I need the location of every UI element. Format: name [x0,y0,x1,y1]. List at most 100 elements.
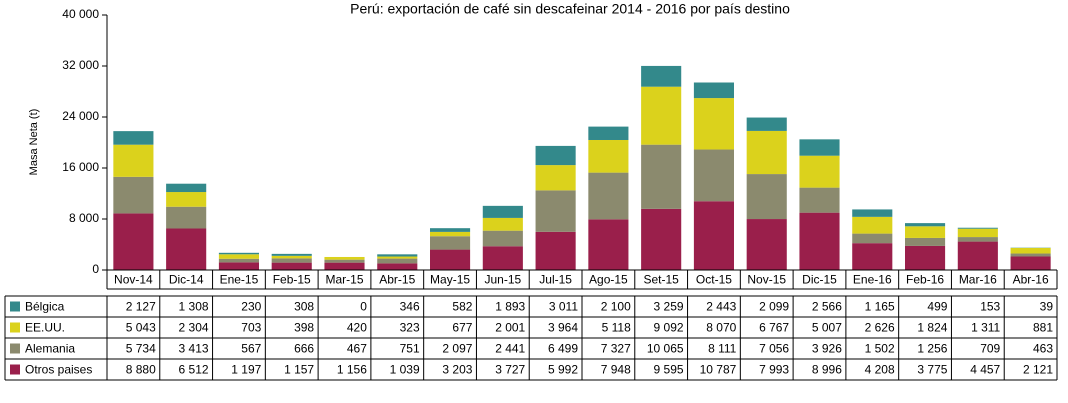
table-value: 230 [241,300,261,314]
x-tick-label: Ene-15 [220,273,259,287]
bar-segment [166,228,207,270]
table-value: 5 118 [602,321,631,335]
table-value: 1 256 [917,342,947,356]
x-tick-label: Ene-16 [853,273,892,287]
table-value: 6 499 [548,342,578,356]
legend-swatch [10,322,20,333]
bar-segment [113,213,154,270]
y-tick-label: 24 000 [62,109,99,123]
x-tick-label: Abr-16 [1013,273,1049,287]
table-value: 751 [400,342,420,356]
x-tick-label: Ago-15 [589,273,628,287]
table-value: 1 502 [865,342,895,356]
table-value: 5 992 [548,363,578,377]
table-value: 677 [452,321,472,335]
y-tick-label: 8 000 [69,211,99,225]
bar-segment [588,172,629,220]
table-value: 3 203 [442,363,472,377]
bar-segment [693,201,734,270]
table-value: 1 893 [495,300,525,314]
x-tick-label: Feb-16 [906,273,944,287]
table-value: 153 [980,300,1000,314]
table-value: 1 039 [390,363,420,377]
bar-segment [482,217,523,231]
table-value: 2 099 [759,300,789,314]
bar-segment [271,262,312,270]
legend-label: Otros paises [25,363,92,377]
table-value: 1 824 [917,321,947,335]
table-value: 881 [1033,321,1053,335]
bar-segment [746,130,787,175]
table-value: 2 001 [495,321,525,335]
table-value: 3 727 [495,363,525,377]
table-value: 703 [241,321,261,335]
bar-segment [113,131,154,145]
bar-segment [641,208,682,270]
table-value: 1 157 [284,363,314,377]
bar-segment [324,259,365,263]
table-value: 2 121 [1023,363,1053,377]
bar-segment [535,145,576,166]
bar-segment [166,206,207,229]
bar-segment [482,246,523,270]
bar-segment [271,255,312,259]
bar-segment [588,219,629,270]
x-tick-label: May-15 [430,273,470,287]
table-value: 2 127 [126,300,156,314]
table-value: 3 011 [549,300,578,314]
x-tick-label: Mar-16 [959,273,997,287]
legend-label: EE.UU. [25,321,65,335]
bar-segment [588,139,629,173]
bar-segment [271,253,312,256]
x-tick-label: Dic-15 [802,273,837,287]
table-value: 2 100 [601,300,631,314]
table-value: 420 [347,321,367,335]
y-tick-label: 0 [92,262,99,276]
bar-segment [852,243,893,270]
bar-segment [641,144,682,209]
bar-segment [166,183,207,193]
table-value: 10 065 [647,342,684,356]
table-value: 8 111 [708,342,737,356]
table-value: 8 880 [126,363,156,377]
table-value: 1 197 [231,363,261,377]
x-tick-label: Oct-15 [696,273,732,287]
bar-segment [218,258,259,263]
bar-segment [957,227,998,229]
table-value: 9 595 [654,363,684,377]
y-tick-label: 40 000 [62,7,99,21]
table-value: 1 165 [865,300,895,314]
bar-segment [377,263,418,270]
bar-segment [588,126,629,140]
table-value: 1 311 [971,321,1000,335]
x-tick-label: Nov-15 [747,273,786,287]
bar-segment [1010,256,1051,270]
bar-segment [852,216,893,234]
legend-swatch [10,301,20,312]
table-value: 4 457 [970,363,1000,377]
bar-segment [377,256,418,259]
table-value: 5 734 [126,342,156,356]
bar-segment [852,233,893,244]
bar-segment [905,226,946,238]
legend-label: Bélgica [25,300,65,314]
table-value: 467 [347,342,367,356]
table-value: 8 070 [706,321,736,335]
table-value: 499 [927,300,947,314]
table-value: 463 [1033,342,1053,356]
bar-segment [799,187,840,213]
bar-segment [377,258,418,264]
bar-segment [905,237,946,246]
table-value: 5 043 [126,321,156,335]
table-value: 7 327 [601,342,631,356]
bar-segment [746,117,787,131]
table-value: 398 [294,321,314,335]
x-tick-label: Dic-14 [169,273,204,287]
table-value: 7 056 [759,342,789,356]
table-value: 9 092 [654,321,684,335]
bar-segment [218,254,259,259]
table-value: 6 512 [179,363,209,377]
bar-segment [482,205,523,218]
table-value: 7 948 [601,363,631,377]
